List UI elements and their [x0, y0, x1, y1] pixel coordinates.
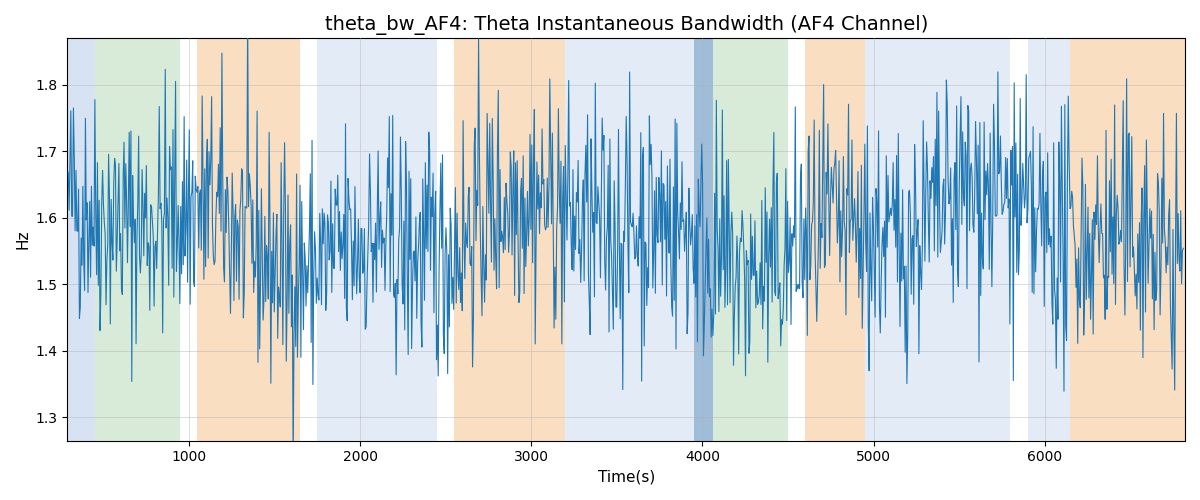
- Bar: [805, 38, 865, 440]
- Title: theta_bw_AF4: Theta Instantaneous Bandwidth (AF4 Channel): theta_bw_AF4: Theta Instantaneous Bandwi…: [324, 15, 928, 35]
- Bar: [454, 38, 565, 440]
- Bar: [1070, 38, 1186, 440]
- Bar: [565, 38, 694, 440]
- Bar: [317, 38, 437, 440]
- Bar: [865, 38, 1010, 440]
- Bar: [713, 38, 788, 440]
- Bar: [1027, 38, 1070, 440]
- Bar: [198, 38, 300, 440]
- Bar: [67, 38, 95, 440]
- Y-axis label: Hz: Hz: [16, 230, 30, 250]
- X-axis label: Time(s): Time(s): [598, 470, 655, 485]
- Bar: [95, 38, 180, 440]
- Bar: [694, 38, 713, 440]
